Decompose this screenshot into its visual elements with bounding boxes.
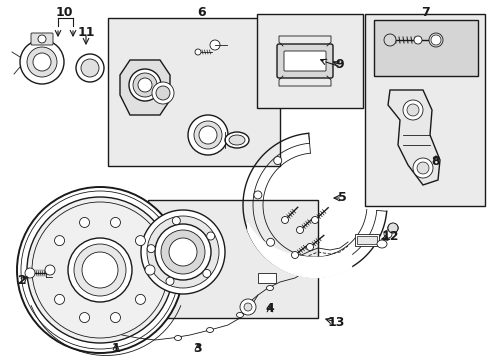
Circle shape — [387, 223, 397, 233]
Circle shape — [133, 73, 157, 97]
Bar — [364, 14, 484, 206]
Text: 4: 4 — [265, 302, 274, 315]
Circle shape — [110, 217, 120, 228]
Circle shape — [311, 216, 318, 224]
Circle shape — [141, 210, 224, 294]
Circle shape — [406, 104, 418, 116]
Circle shape — [402, 100, 422, 120]
Bar — [148, 200, 317, 318]
Text: 12: 12 — [381, 230, 398, 243]
Bar — [373, 20, 477, 76]
Text: 5: 5 — [337, 192, 346, 204]
Circle shape — [296, 226, 303, 234]
Circle shape — [244, 303, 251, 311]
Circle shape — [55, 294, 64, 305]
Circle shape — [253, 191, 262, 199]
Circle shape — [165, 277, 174, 285]
Text: 8: 8 — [431, 156, 439, 168]
Circle shape — [291, 252, 298, 258]
Circle shape — [68, 238, 132, 302]
Bar — [258, 273, 275, 283]
Ellipse shape — [383, 230, 391, 238]
Circle shape — [110, 312, 120, 323]
Circle shape — [156, 86, 170, 100]
Circle shape — [147, 245, 155, 253]
Circle shape — [209, 40, 220, 50]
Circle shape — [81, 59, 99, 77]
Circle shape — [33, 53, 51, 71]
Circle shape — [25, 268, 35, 278]
FancyBboxPatch shape — [31, 33, 53, 45]
Circle shape — [155, 224, 210, 280]
Circle shape — [161, 230, 204, 274]
Text: 6: 6 — [197, 5, 206, 18]
Circle shape — [416, 162, 428, 174]
Ellipse shape — [228, 135, 244, 145]
Circle shape — [45, 265, 55, 275]
Bar — [356, 236, 376, 244]
Circle shape — [199, 126, 217, 144]
Bar — [108, 18, 280, 166]
Circle shape — [169, 238, 197, 266]
Circle shape — [27, 47, 57, 77]
FancyBboxPatch shape — [276, 44, 332, 78]
Text: 2: 2 — [18, 274, 26, 288]
Polygon shape — [120, 60, 170, 115]
Text: 7: 7 — [421, 5, 429, 18]
Ellipse shape — [206, 328, 213, 333]
Text: 11: 11 — [77, 26, 95, 39]
Circle shape — [135, 235, 145, 246]
Ellipse shape — [428, 33, 442, 47]
Circle shape — [80, 217, 89, 228]
Circle shape — [306, 243, 313, 251]
Bar — [354, 234, 378, 246]
Circle shape — [206, 232, 214, 240]
Circle shape — [281, 216, 288, 224]
Circle shape — [273, 157, 281, 165]
Circle shape — [172, 217, 180, 225]
Ellipse shape — [430, 35, 440, 45]
Ellipse shape — [413, 36, 421, 44]
Ellipse shape — [174, 336, 181, 341]
Circle shape — [138, 78, 152, 92]
Polygon shape — [387, 90, 439, 185]
Circle shape — [74, 244, 126, 296]
Circle shape — [203, 269, 210, 278]
Circle shape — [20, 40, 64, 84]
Circle shape — [27, 197, 173, 343]
Circle shape — [266, 238, 274, 246]
Circle shape — [80, 312, 89, 323]
Circle shape — [152, 82, 174, 104]
FancyBboxPatch shape — [284, 51, 325, 71]
Circle shape — [17, 187, 183, 353]
Circle shape — [240, 299, 256, 315]
Circle shape — [129, 69, 161, 101]
Text: 13: 13 — [326, 315, 344, 328]
Circle shape — [38, 35, 46, 43]
Circle shape — [187, 115, 227, 155]
Ellipse shape — [236, 312, 243, 318]
Circle shape — [147, 216, 219, 288]
Ellipse shape — [376, 240, 386, 248]
Circle shape — [76, 54, 104, 82]
Circle shape — [55, 235, 64, 246]
Ellipse shape — [266, 285, 273, 291]
Circle shape — [194, 121, 222, 149]
Text: 1: 1 — [111, 342, 120, 355]
Ellipse shape — [224, 132, 248, 148]
Text: 10: 10 — [55, 5, 73, 18]
Circle shape — [412, 158, 432, 178]
Ellipse shape — [383, 34, 395, 46]
Circle shape — [135, 294, 145, 305]
Circle shape — [82, 252, 118, 288]
Circle shape — [195, 49, 201, 55]
Ellipse shape — [387, 224, 397, 233]
Text: 9: 9 — [335, 58, 344, 72]
Text: 3: 3 — [193, 342, 202, 355]
Circle shape — [145, 265, 155, 275]
Bar — [257, 14, 362, 108]
